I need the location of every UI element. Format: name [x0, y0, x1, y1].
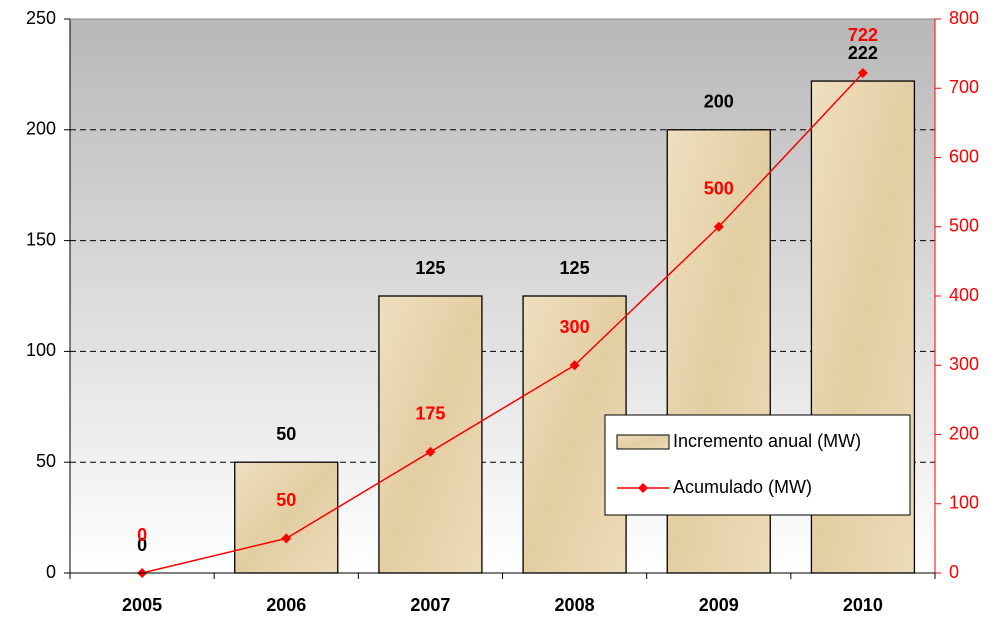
y-tick-label: 150 [26, 229, 56, 249]
marker [569, 360, 580, 371]
line-value-label: 722 [848, 25, 878, 45]
y-tick-label: 0 [46, 562, 56, 582]
bar-value-label: 0 [137, 535, 147, 555]
y-tick-label: 200 [26, 119, 56, 139]
y2-tick-label: 500 [949, 216, 979, 236]
y2-tick-label: 800 [949, 8, 979, 28]
legend [604, 414, 911, 516]
y2-tick-label: 200 [949, 423, 979, 443]
y-tick-label: 50 [36, 451, 56, 471]
legend-label: Acumulado (MW) [673, 477, 812, 497]
legend-label: Incremento anual (MW) [673, 431, 861, 451]
y2-tick-label: 300 [949, 354, 979, 374]
line-value-label: 300 [560, 317, 590, 337]
x-tick-label: 2010 [843, 595, 883, 615]
y2-tick-label: 700 [949, 77, 979, 97]
marker [713, 221, 724, 232]
bar-value-label: 222 [848, 43, 878, 63]
bar-value-label: 125 [560, 258, 590, 278]
y-tick-label: 100 [26, 340, 56, 360]
line-value-label: 50 [276, 490, 296, 510]
bar-value-label: 125 [415, 258, 445, 278]
legend-marker [638, 483, 648, 493]
legend-swatch [616, 434, 670, 450]
marker [857, 68, 868, 79]
bar-value-label: 50 [276, 424, 296, 444]
line-value-label: 175 [415, 404, 445, 424]
line-value-label: 0 [137, 525, 147, 545]
marker [281, 533, 292, 544]
x-tick-label: 2005 [122, 595, 162, 615]
x-tick-label: 2008 [555, 595, 595, 615]
line [141, 72, 864, 574]
x-tick-label: 2009 [699, 595, 739, 615]
bar [378, 295, 483, 574]
line-value-label: 500 [704, 179, 734, 199]
y2-tick-label: 100 [949, 493, 979, 513]
y-tick-label: 250 [26, 8, 56, 28]
marker [425, 446, 436, 457]
y2-tick-label: 600 [949, 146, 979, 166]
bar-value-label: 200 [704, 92, 734, 112]
y2-tick-label: 400 [949, 285, 979, 305]
x-tick-label: 2007 [410, 595, 450, 615]
x-tick-label: 2006 [266, 595, 306, 615]
y2-tick-label: 0 [949, 562, 959, 582]
